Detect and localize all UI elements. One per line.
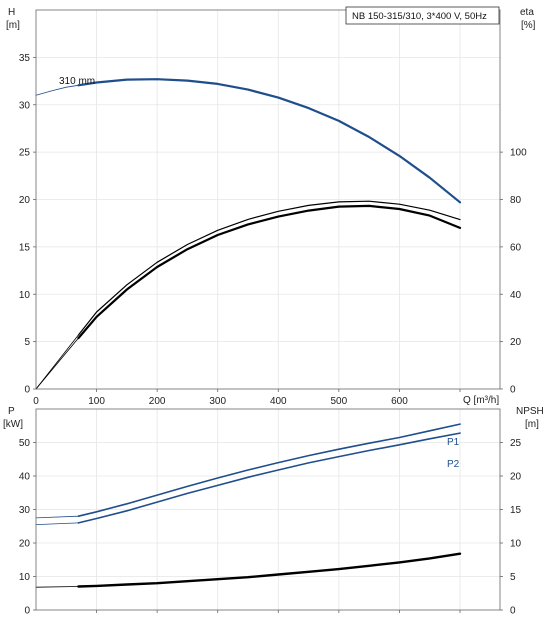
top-right-tick-label: 0: [510, 385, 516, 396]
x-tick-label: 500: [331, 396, 348, 407]
top-right-tick-label: 100: [510, 148, 527, 159]
top-left-tick-label: 20: [19, 195, 31, 206]
bottom-panel-grid: [36, 409, 500, 610]
bottom-left-tick-label: 50: [19, 438, 31, 449]
bottom-right-axis-unit: [m]: [525, 419, 539, 430]
bottom-panel-curves: [35, 423, 462, 588]
top-left-tick-label: 5: [24, 337, 30, 348]
top-right-axis-unit: [%]: [521, 20, 536, 31]
legend-text: NB 150-315/310, 3*400 V, 50Hz: [352, 11, 487, 22]
bottom-left-tick-label: 30: [19, 505, 31, 516]
top-left-tick-label: 15: [19, 242, 31, 253]
bottom-series-1-extrapolated-line: [35, 522, 79, 525]
p1-curve-label: P1: [447, 437, 460, 448]
bottom-right-tick-label: 5: [510, 572, 516, 583]
bottom-left-tick-label: 10: [19, 572, 31, 583]
top-left-tick-label: 30: [19, 100, 31, 111]
bottom-right-tick-label: 10: [510, 539, 522, 550]
bottom-series-2-extrapolated-line: [35, 586, 79, 588]
x-tick-label: 300: [209, 396, 226, 407]
bottom-right-axis-label: NPSH: [516, 406, 544, 417]
bottom-series-0-extrapolated-line: [35, 515, 79, 519]
x-tick-label: 0: [33, 396, 39, 407]
top-panel-grid: [36, 10, 500, 389]
top-left-tick-label: 35: [19, 53, 31, 64]
bottom-panel-ticks: 0 10 20 30 40 50 0 5 10 15 20 25: [19, 438, 522, 617]
top-series-2-extrapolated-line: [35, 337, 79, 390]
top-panel-curves: [35, 78, 462, 390]
bottom-left-tick-label: 40: [19, 472, 31, 483]
bottom-left-tick-label: 20: [19, 539, 31, 550]
bottom-right-tick-label: 0: [510, 606, 516, 617]
top-right-tick-label: 80: [510, 195, 522, 206]
bottom-series-2-line: [77, 552, 462, 588]
x-tick-label: 100: [88, 396, 105, 407]
top-series-0-line: [77, 78, 462, 204]
bottom-right-tick-label: 15: [510, 505, 522, 516]
top-right-tick-label: 40: [510, 290, 522, 301]
bottom-left-axis-unit: [kW]: [3, 419, 23, 430]
top-series-1-line: [77, 200, 461, 336]
top-right-axis-label: eta: [520, 7, 534, 18]
x-tick-label: 200: [149, 396, 166, 407]
x-tick-label: 600: [391, 396, 408, 407]
top-right-tick-label: 60: [510, 242, 522, 253]
bottom-left-tick-label: 0: [24, 606, 30, 617]
bottom-right-tick-label: 20: [510, 472, 522, 483]
top-left-tick-label: 10: [19, 290, 31, 301]
bottom-series-1-line: [77, 432, 461, 524]
x-axis-label: Q [m³/h]: [463, 395, 499, 406]
top-right-tick-label: 20: [510, 337, 522, 348]
p2-curve-label: P2: [447, 459, 460, 470]
top-left-axis-unit: [m]: [6, 20, 20, 31]
top-left-tick-label: 25: [19, 148, 31, 159]
bottom-left-axis-label: P: [8, 406, 15, 417]
top-left-tick-label: 0: [24, 385, 30, 396]
top-series-2-line: [77, 204, 462, 340]
top-left-axis-label: H: [8, 7, 15, 18]
bottom-series-0-line: [77, 423, 461, 517]
top-series-0-extrapolated-line: [35, 84, 79, 96]
head-curve-label: 310 mm: [59, 76, 95, 87]
bottom-right-tick-label: 25: [510, 438, 522, 449]
legend-box: [345, 6, 500, 25]
x-tick-label: 400: [270, 396, 287, 407]
top-panel-ticks: 0 5 10 15 20 25 30 35 0 20 40 60 80 100 0 100 200 300 400 5…: [19, 53, 527, 407]
